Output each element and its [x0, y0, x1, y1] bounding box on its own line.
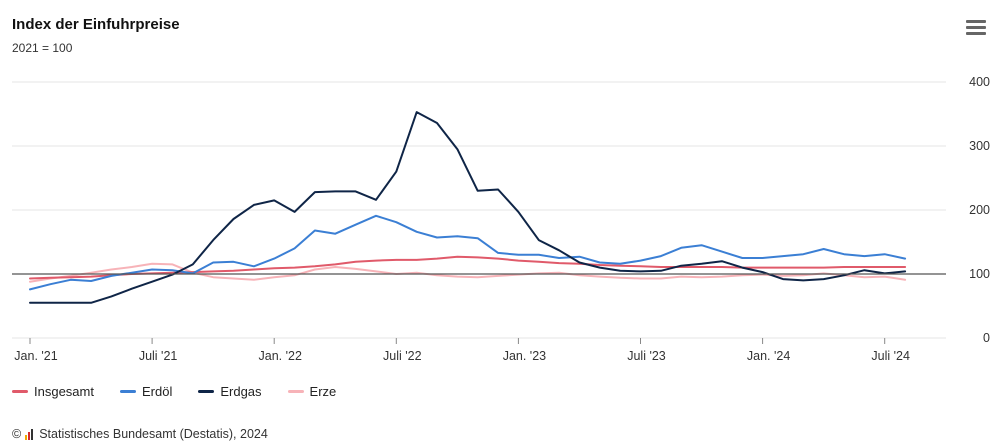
x-tick-label-1: Juli '21 [139, 349, 178, 363]
series-line-erdgas [29, 111, 907, 304]
series-line-erdoel [29, 214, 907, 291]
legend-label-erdgas: Erdgas [220, 383, 262, 399]
copyright-symbol: © [12, 427, 22, 441]
y-tick-label-400: 400 [969, 75, 990, 89]
legend-item-erze[interactable]: Erze [287, 383, 337, 399]
chart-subtitle: 2021 = 100 [12, 41, 73, 55]
legend-label-erdoel: Erdöl [141, 383, 173, 399]
y-tick-label-100: 100 [969, 267, 990, 281]
hamburger-menu-icon[interactable] [966, 20, 986, 38]
x-tick-label-7: Juli '24 [871, 349, 910, 363]
legend-swatch-erdoel [119, 389, 136, 393]
legend-label-erze: Erze [309, 383, 337, 399]
line-chart: 0 100 200 300 400 Jan. '21 Juli '21 Jan. '22 Jul… [12, 75, 990, 363]
chart-legend: Insgesamt Erdöl Erdgas Erze [12, 381, 362, 401]
y-tick-label-200: 200 [969, 203, 990, 217]
y-tick-label-300: 300 [969, 139, 990, 153]
x-tick-label-5: Juli '23 [627, 349, 666, 363]
legend-item-erdoel[interactable]: Erdöl [119, 383, 173, 399]
legend-item-erdgas[interactable]: Erdgas [198, 383, 262, 399]
destatis-logo-icon [25, 428, 34, 440]
x-tick-label-2: Jan. '22 [259, 349, 302, 363]
legend-item-insgesamt[interactable]: Insgesamt [12, 384, 94, 399]
legend-label-insgesamt: Insgesamt [34, 383, 94, 399]
legend-swatch-erdgas [198, 389, 215, 393]
x-tick-label-3: Juli '22 [383, 349, 422, 363]
source-credit: © Statistisches Bundesamt (Destatis), 20… [12, 427, 268, 441]
series-line-erze [29, 262, 907, 283]
legend-swatch-insgesamt [12, 389, 28, 393]
x-tick-label-4: Jan. '23 [503, 349, 546, 363]
chart-title: Index der Einfuhrpreise [12, 16, 180, 33]
legend-swatch-erze [287, 389, 304, 393]
y-tick-label-0: 0 [983, 331, 990, 345]
x-tick-label-6: Jan. '24 [747, 349, 790, 363]
x-tick-label-0: Jan. '21 [14, 349, 57, 363]
source-text: Statistisches Bundesamt (Destatis), 2024 [39, 427, 268, 441]
